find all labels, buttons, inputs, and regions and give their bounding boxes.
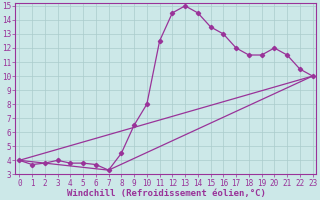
X-axis label: Windchill (Refroidissement éolien,°C): Windchill (Refroidissement éolien,°C) <box>67 189 265 198</box>
